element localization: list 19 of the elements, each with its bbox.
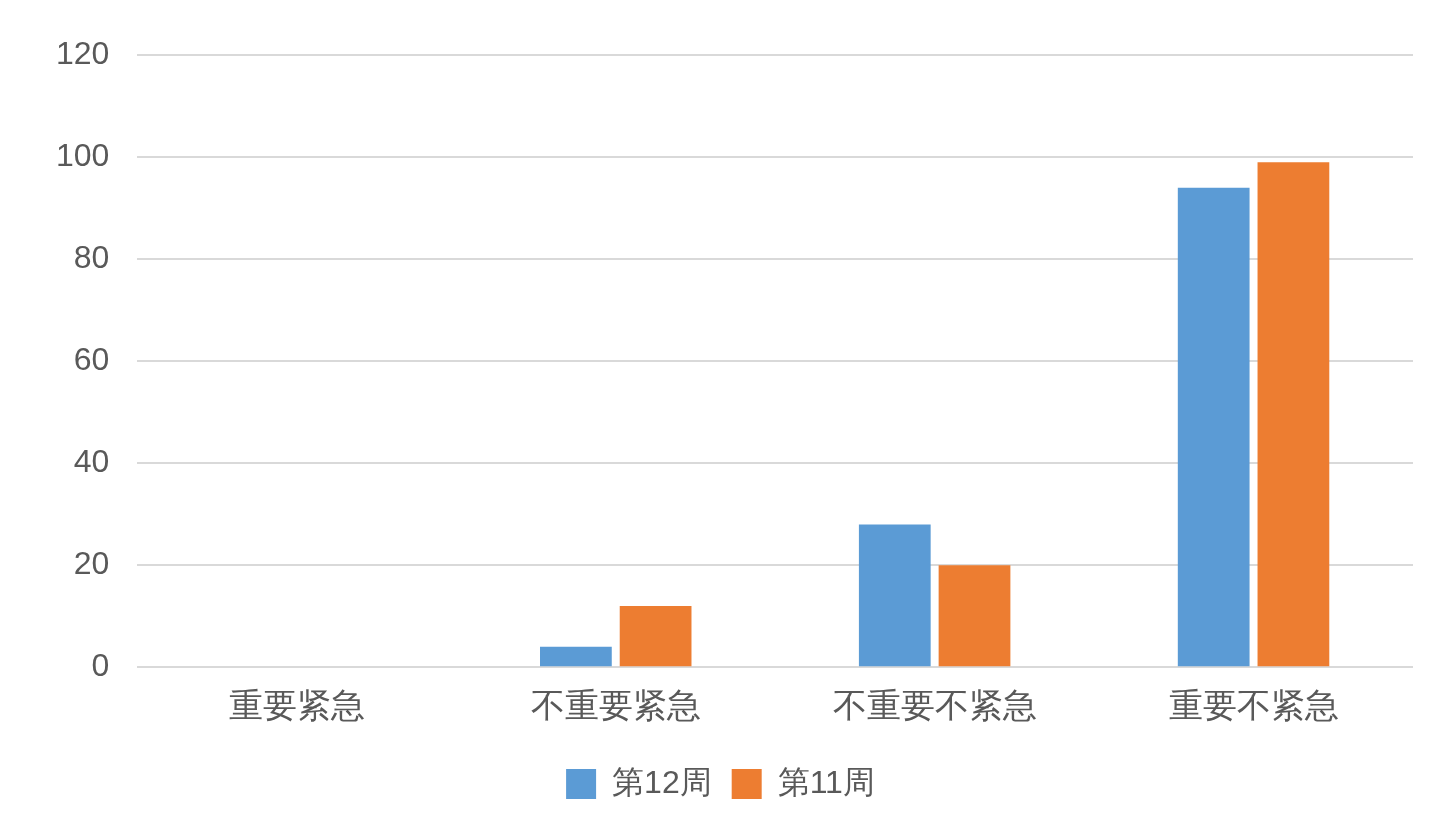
x-tick-label: 重要紧急	[228, 685, 365, 724]
y-tick-label: 0	[91, 647, 110, 684]
x-tick-label: 重要不紧急	[1168, 685, 1339, 724]
y-tick-label: 120	[56, 35, 110, 72]
legend-label: 第12周	[612, 763, 712, 800]
bar	[938, 565, 1011, 667]
y-tick-label: 60	[73, 341, 110, 378]
bar	[858, 524, 931, 667]
y-tick-label: 40	[73, 443, 110, 480]
x-tick-label: 不重要紧急	[530, 685, 701, 724]
bar	[540, 646, 612, 667]
y-tick-label: 100	[56, 137, 110, 174]
bar	[619, 606, 692, 667]
bar	[1177, 187, 1250, 667]
y-tick-label: 80	[73, 239, 110, 276]
bar	[1257, 162, 1330, 667]
legend-label: 第11周	[777, 763, 875, 800]
y-tick-label: 20	[73, 545, 110, 582]
x-tick-label: 不重要不紧急	[832, 685, 1037, 724]
